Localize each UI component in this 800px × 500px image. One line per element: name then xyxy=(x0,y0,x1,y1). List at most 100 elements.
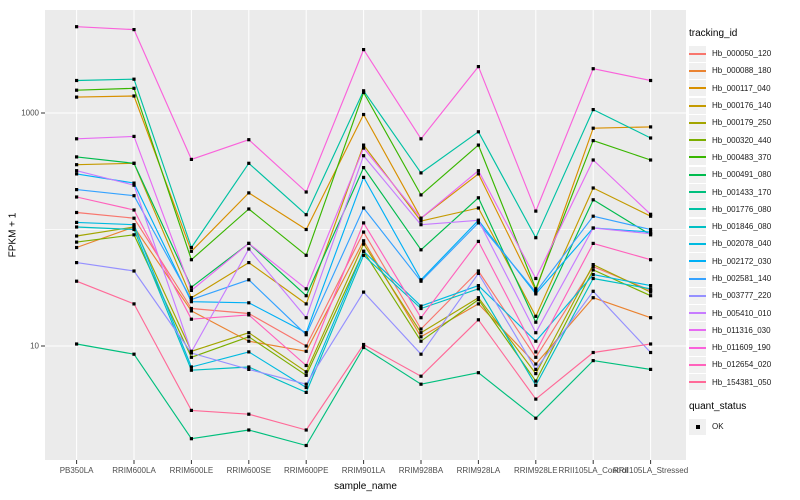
legend-item-Hb_000117_040: Hb_000117_040 xyxy=(689,80,800,97)
legend-line-swatch-icon xyxy=(689,87,706,90)
data-point-marker xyxy=(132,216,136,220)
legend-key-box xyxy=(689,356,706,373)
legend-item-label: Hb_000050_120 xyxy=(712,49,772,59)
data-point-marker xyxy=(247,428,251,432)
x-tick-label: RRIM600LA xyxy=(112,466,156,475)
legend-item-label: Hb_000320_440 xyxy=(712,135,772,145)
data-point-marker xyxy=(476,318,480,322)
data-point-marker xyxy=(132,161,136,165)
data-point-marker xyxy=(649,367,653,371)
legend-item-label: Hb_154381_050 xyxy=(712,377,772,387)
data-point-marker xyxy=(419,339,423,343)
legend-line-swatch-icon xyxy=(689,191,706,194)
black-square-marker-icon xyxy=(695,424,700,429)
data-point-marker xyxy=(304,190,308,194)
data-point-marker xyxy=(189,245,193,250)
x-tick-label: RRIM928LE xyxy=(514,466,558,475)
data-point-marker xyxy=(591,268,595,272)
data-point-marker xyxy=(476,298,480,302)
data-point-marker xyxy=(304,349,308,353)
legend-item-label: Hb_005410_010 xyxy=(712,308,772,318)
y-tick-label: 1000 xyxy=(21,109,39,118)
legend-key-box xyxy=(689,45,706,62)
legend-line-swatch-icon xyxy=(689,173,706,176)
data-point-marker xyxy=(591,158,595,162)
data-point-marker xyxy=(534,236,538,240)
x-tick-label: PB350LA xyxy=(60,466,94,475)
data-point-marker xyxy=(591,186,595,190)
data-point-marker xyxy=(75,342,79,346)
legend-key-box xyxy=(689,97,706,114)
data-point-marker xyxy=(304,385,308,390)
legend-line-swatch-icon xyxy=(689,363,706,366)
legend-item-Hb_011316_030: Hb_011316_030 xyxy=(689,322,800,339)
data-point-marker xyxy=(362,230,366,234)
legend-line-swatch-icon xyxy=(689,346,706,349)
data-point-marker xyxy=(75,195,79,199)
legend-item-label: Hb_002581_140 xyxy=(712,274,772,283)
legend-key-box xyxy=(689,149,706,166)
data-point-marker xyxy=(189,249,193,253)
data-point-marker xyxy=(591,263,595,267)
data-point-marker xyxy=(419,331,423,335)
data-point-marker xyxy=(247,412,251,416)
data-point-marker xyxy=(132,227,136,232)
legend-item-Hb_000050_120: Hb_000050_120 xyxy=(689,45,800,62)
data-point-marker xyxy=(591,296,595,300)
data-point-marker xyxy=(534,339,538,343)
data-point-marker xyxy=(419,374,423,378)
data-point-marker xyxy=(247,138,251,142)
legend-item-label: Hb_003777_220 xyxy=(712,291,772,301)
data-point-marker xyxy=(132,134,136,138)
data-point-marker xyxy=(75,220,79,224)
legend-item-Hb_000320_440: Hb_000320_440 xyxy=(689,131,800,149)
data-point-marker xyxy=(304,213,308,217)
data-point-marker xyxy=(362,342,366,347)
data-point-marker xyxy=(132,225,136,229)
legend-item-Hb_003777_220: Hb_003777_220 xyxy=(689,287,800,304)
data-point-marker xyxy=(362,221,366,225)
legend-line-swatch-icon xyxy=(689,294,706,297)
data-point-marker xyxy=(362,249,366,253)
data-point-marker xyxy=(419,171,423,175)
data-point-marker xyxy=(476,206,480,210)
data-point-marker xyxy=(362,242,366,246)
data-point-marker xyxy=(534,320,538,324)
data-point-marker xyxy=(362,143,366,147)
data-point-marker xyxy=(189,309,193,313)
data-point-marker xyxy=(75,210,79,215)
x-tick-label: RRII105LA_Control xyxy=(559,466,629,475)
data-point-marker xyxy=(304,331,308,335)
data-point-marker xyxy=(476,302,480,306)
data-point-marker xyxy=(534,379,538,383)
data-point-marker xyxy=(419,316,423,320)
data-point-marker xyxy=(534,367,538,371)
data-point-marker xyxy=(476,130,480,134)
data-point-marker xyxy=(362,253,366,257)
data-point-marker xyxy=(534,209,538,213)
data-point-marker xyxy=(189,355,193,359)
data-point-marker xyxy=(591,273,595,277)
legend-item-Hb_000176_140: Hb_000176_140 xyxy=(689,97,800,114)
data-point-marker xyxy=(591,214,595,218)
data-point-marker xyxy=(649,294,653,298)
data-point-marker xyxy=(362,206,366,210)
x-tick-label: RRIM928LA xyxy=(457,466,501,475)
data-point-marker xyxy=(304,390,308,394)
legend-line-swatch-icon xyxy=(689,104,706,107)
data-point-marker xyxy=(189,408,193,412)
data-point-marker xyxy=(649,284,653,288)
data-point-marker xyxy=(476,172,480,176)
data-point-marker xyxy=(304,294,308,298)
data-point-marker xyxy=(649,290,653,294)
data-point-marker xyxy=(534,355,538,359)
x-axis-title: sample_name xyxy=(334,481,397,492)
data-point-marker xyxy=(304,333,308,337)
data-point-marker xyxy=(534,276,538,281)
data-point-marker xyxy=(189,317,193,321)
data-point-marker xyxy=(419,335,423,339)
data-point-marker xyxy=(649,287,653,291)
data-point-marker xyxy=(247,247,251,251)
data-point-marker xyxy=(247,241,251,245)
